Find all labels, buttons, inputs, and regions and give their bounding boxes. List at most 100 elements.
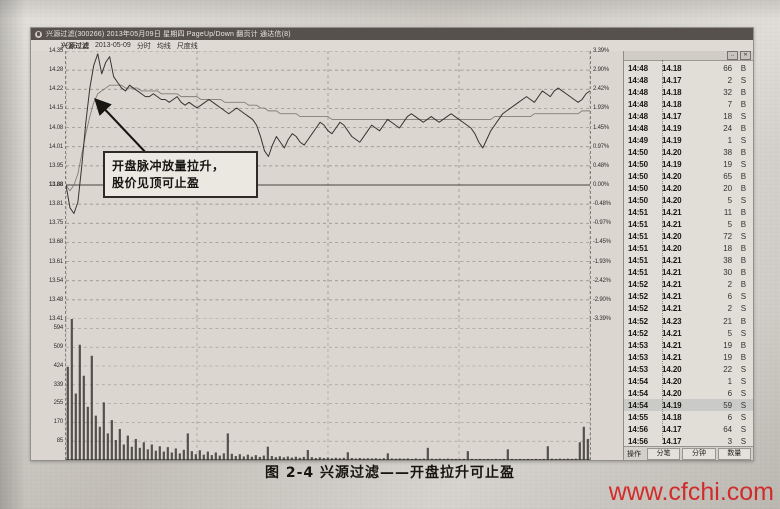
tick-row[interactable]: 14:50 14.19 19 S bbox=[624, 158, 753, 170]
volume-plot-area[interactable] bbox=[65, 319, 591, 460]
tick-row[interactable]: 14:48 14.18 66 B bbox=[624, 62, 753, 74]
volume-tick-2: 424 bbox=[53, 363, 64, 369]
tab-fenzhong[interactable]: 分钟 bbox=[682, 447, 716, 460]
price-tick-4: 14.08 bbox=[48, 124, 63, 131]
price-tick-0: 14.35 bbox=[48, 48, 63, 54]
tick-price: 14.21 bbox=[662, 208, 682, 218]
tick-row[interactable]: 14:54 14.20 1 S bbox=[624, 375, 753, 387]
resize-handle-icon[interactable]: ↔ bbox=[727, 51, 738, 60]
stock-name-label: 兴源过滤 bbox=[61, 42, 89, 50]
tick-price: 14.20 bbox=[662, 244, 682, 254]
callout-note: 开盘脉冲放量拉升， 股价见顶可止盈 bbox=[103, 151, 258, 198]
price-tick-12: 13.54 bbox=[48, 277, 63, 284]
tick-time: 14:48 bbox=[628, 87, 648, 97]
tick-row[interactable]: 14:55 14.18 6 S bbox=[624, 411, 753, 423]
tick-row[interactable]: 14:50 14.20 5 S bbox=[624, 195, 753, 207]
tick-row[interactable]: 14:51 14.21 38 B bbox=[624, 255, 753, 267]
tick-row[interactable]: 14:48 14.17 18 S bbox=[624, 110, 753, 122]
tick-price: 14.23 bbox=[662, 316, 682, 326]
tick-time: 14:52 bbox=[628, 316, 648, 326]
workspace: 14.35 14.28 14.22 14.15 14.08 14.01 13.95 13.88… bbox=[31, 48, 753, 461]
percent-tick-9: -0.97% bbox=[593, 220, 611, 227]
percent-tick-5: 0.97% bbox=[593, 143, 610, 150]
price-tick-2: 14.22 bbox=[48, 86, 63, 93]
tick-direction: S bbox=[740, 75, 746, 85]
tick-direction: S bbox=[740, 424, 746, 434]
tick-time: 14:51 bbox=[628, 232, 648, 242]
tick-row[interactable]: 14:53 14.21 19 B bbox=[624, 351, 753, 363]
tick-row[interactable]: 14:50 14.20 20 B bbox=[624, 182, 753, 194]
tick-time: 14:56 bbox=[628, 436, 648, 446]
tick-direction: S bbox=[740, 111, 746, 121]
tick-direction: S bbox=[740, 364, 746, 374]
tick-volume: 19 bbox=[723, 352, 732, 362]
tick-row[interactable]: 14:51 14.21 5 B bbox=[624, 219, 753, 231]
view-mode-scale[interactable]: 尺度线 bbox=[176, 42, 198, 50]
tick-direction: B bbox=[740, 183, 746, 193]
tick-volume: 6 bbox=[727, 292, 732, 302]
tick-row[interactable]: 14:48 14.18 7 B bbox=[624, 98, 753, 110]
tick-panel-tabs: 操作 分笔 分钟 数量 bbox=[624, 446, 753, 460]
tick-direction: S bbox=[740, 400, 746, 410]
tick-row[interactable]: 14:48 14.19 24 B bbox=[624, 122, 753, 134]
tick-direction: S bbox=[740, 304, 746, 314]
volume-tick-5: 170 bbox=[53, 419, 64, 426]
view-mode-intraday[interactable]: 分时 bbox=[136, 42, 151, 50]
tick-volume: 7 bbox=[727, 99, 732, 109]
percent-tick-11: -1.93% bbox=[593, 258, 611, 265]
tick-row[interactable]: 14:52 14.21 5 S bbox=[624, 327, 753, 339]
tab-shuliang[interactable]: 数量 bbox=[717, 447, 751, 460]
tick-row[interactable]: 14:52 14.21 2 B bbox=[624, 279, 753, 291]
tick-row[interactable]: 14:53 14.20 22 S bbox=[624, 363, 753, 375]
tick-volume: 38 bbox=[723, 256, 732, 266]
price-tick-7: 13.88 bbox=[48, 182, 63, 188]
tick-time: 14:48 bbox=[628, 123, 648, 133]
tick-row[interactable]: 14:49 14.19 1 S bbox=[624, 134, 753, 146]
tick-row[interactable]: 14:50 14.20 38 B bbox=[624, 146, 753, 158]
tick-price: 14.20 bbox=[662, 147, 682, 157]
tick-volume: 5 bbox=[727, 196, 732, 206]
tick-rows-list[interactable]: 14:48 14.18 66 B 14:48 14.17 2 S 14:48 14.18 32 B 14… bbox=[624, 61, 753, 446]
tick-direction: B bbox=[740, 63, 746, 73]
tick-price: 14.21 bbox=[662, 328, 682, 338]
tick-row[interactable]: 14:51 14.20 72 S bbox=[624, 231, 753, 243]
tick-row[interactable]: 14:54 14.19 59 S bbox=[624, 399, 753, 412]
tick-row[interactable]: 14:48 14.18 32 B bbox=[624, 86, 753, 98]
tick-price: 14.19 bbox=[662, 123, 682, 133]
volume-tick-3: 339 bbox=[53, 381, 64, 388]
close-icon[interactable]: ✕ bbox=[740, 51, 751, 60]
tick-price: 14.18 bbox=[662, 412, 682, 422]
tick-price: 14.21 bbox=[662, 256, 682, 266]
tick-volume: 30 bbox=[723, 268, 732, 278]
tab-fenbi[interactable]: 分笔 bbox=[647, 447, 681, 460]
tick-row[interactable]: 14:50 14.20 65 B bbox=[624, 170, 753, 182]
tick-row[interactable]: 14:54 14.20 6 S bbox=[624, 387, 753, 399]
tick-data-panel: ↔ ✕ 14:48 14.18 66 B 14:48 14.17 2 S 14:48 14.18 3… bbox=[623, 51, 753, 460]
tick-price: 14.20 bbox=[662, 183, 682, 193]
tick-row[interactable]: 14:51 14.20 18 B bbox=[624, 243, 753, 255]
tick-row[interactable]: 14:53 14.21 19 B bbox=[624, 339, 753, 351]
tick-time: 14:50 bbox=[628, 159, 648, 169]
tick-direction: B bbox=[740, 208, 746, 218]
view-mode-ma[interactable]: 均线 bbox=[156, 42, 171, 50]
figure-caption: 图 2-4 兴源过滤——开盘拉升可止盈 bbox=[264, 465, 516, 481]
tick-row[interactable]: 14:48 14.17 2 S bbox=[624, 74, 753, 86]
tick-direction: S bbox=[740, 436, 746, 446]
tick-time: 14:51 bbox=[628, 220, 648, 230]
tick-price: 14.21 bbox=[662, 304, 682, 314]
percent-tick-13: -2.90% bbox=[593, 296, 611, 303]
tick-direction: S bbox=[740, 159, 746, 169]
tick-time: 14:54 bbox=[628, 376, 648, 386]
price-tick-13: 13.48 bbox=[48, 296, 63, 303]
tick-row[interactable]: 14:51 14.21 30 B bbox=[624, 267, 753, 279]
tick-row[interactable]: 14:52 14.21 2 S bbox=[624, 303, 753, 315]
tick-row[interactable]: 14:56 14.17 3 S bbox=[624, 435, 753, 446]
tick-time: 14:51 bbox=[628, 244, 648, 254]
percent-tick-0: 3.39% bbox=[593, 48, 610, 54]
time-axis: 09:30 bbox=[31, 460, 623, 461]
tick-price: 14.17 bbox=[662, 424, 682, 434]
tick-row[interactable]: 14:51 14.21 11 B bbox=[624, 207, 753, 219]
tick-row[interactable]: 14:52 14.23 21 B bbox=[624, 315, 753, 327]
tick-row[interactable]: 14:52 14.21 6 S bbox=[624, 291, 753, 303]
tick-row[interactable]: 14:56 14.17 64 S bbox=[624, 423, 753, 435]
